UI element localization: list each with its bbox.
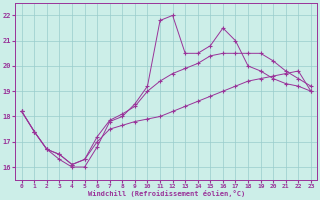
X-axis label: Windchill (Refroidissement éolien,°C): Windchill (Refroidissement éolien,°C) <box>88 190 245 197</box>
